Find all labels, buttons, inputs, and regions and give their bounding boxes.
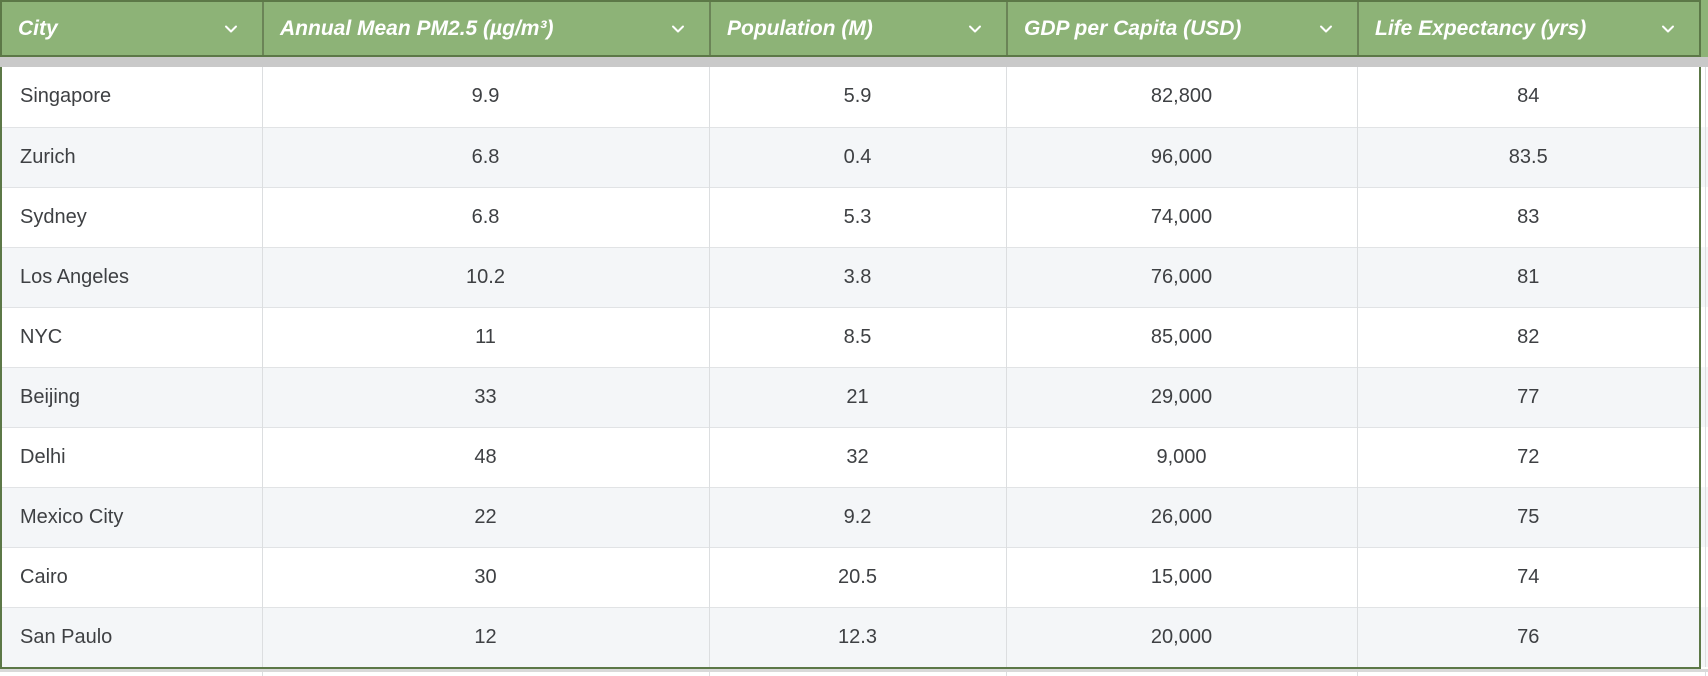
header-right-sliver [1701,0,1708,57]
cell-gdp[interactable]: 82,800 [1005,67,1357,127]
cell-pm25[interactable]: 33 [261,366,709,427]
next-table-partial [0,672,1708,676]
table-row: Mexico City 22 9.2 26,000 75 [2,486,1699,547]
cell-pm25[interactable]: 48 [261,426,709,487]
cell-life[interactable]: 83 [1356,186,1699,247]
header-label-gdp: GDP per Capita (USD) [1024,16,1242,40]
cell-city[interactable]: Los Angeles [2,246,262,307]
cell-population[interactable]: 32 [708,426,1006,487]
table-row: San Paulo 12 12.3 20,000 76 [2,606,1699,667]
chevron-down-icon[interactable] [1315,18,1337,40]
data-table: Singapore 9.9 5.9 82,800 84 Zurich 6.8 0… [2,67,1699,667]
table-bottom-gap [0,669,1708,672]
cell-gdp[interactable]: 15,000 [1005,546,1357,607]
table-row: Singapore 9.9 5.9 82,800 84 [2,67,1699,127]
table-header-row: City Annual Mean PM2.5 (µg/m³) Populatio… [0,0,1701,57]
cell-pm25[interactable]: 11 [261,306,709,367]
cell-life[interactable]: 77 [1356,366,1699,427]
cell-gdp[interactable]: 74,000 [1005,186,1357,247]
cell-population[interactable]: 9.2 [708,486,1006,547]
cell-city[interactable]: San Paulo [2,606,262,667]
header-cell-gdp[interactable]: GDP per Capita (USD) [1006,2,1357,55]
cell-city[interactable]: Beijing [2,366,262,427]
divider [1357,672,1358,676]
cell-pm25[interactable]: 9.9 [261,67,709,127]
cell-gdp[interactable]: 29,000 [1005,366,1357,427]
cell-city[interactable]: Delhi [2,426,262,487]
cell-gdp[interactable]: 76,000 [1005,246,1357,307]
cell-population[interactable]: 21 [708,366,1006,427]
header-label-city: City [18,16,58,40]
cell-city[interactable]: Sydney [2,186,262,247]
cell-pm25[interactable]: 30 [261,546,709,607]
divider [1006,672,1007,676]
chevron-down-icon[interactable] [220,18,242,40]
header-cell-population[interactable]: Population (M) [709,2,1006,55]
cell-life[interactable]: 74 [1356,546,1699,607]
header-cell-life-expectancy[interactable]: Life Expectancy (yrs) [1357,2,1699,55]
cell-population[interactable]: 12.3 [708,606,1006,667]
cell-gdp[interactable]: 26,000 [1005,486,1357,547]
cell-gdp[interactable]: 85,000 [1005,306,1357,367]
chevron-down-icon[interactable] [1657,18,1679,40]
cell-life[interactable]: 83.5 [1356,126,1699,187]
chevron-down-icon[interactable] [964,18,986,40]
cell-city[interactable]: Zurich [2,126,262,187]
cell-pm25[interactable]: 6.8 [261,126,709,187]
cell-population[interactable]: 5.3 [708,186,1006,247]
cell-life[interactable]: 72 [1356,426,1699,487]
cell-city[interactable]: Cairo [2,546,262,607]
cell-population[interactable]: 5.9 [708,67,1006,127]
header-label-pm25: Annual Mean PM2.5 (µg/m³) [280,16,554,40]
cell-pm25[interactable]: 10.2 [261,246,709,307]
header-label-population: Population (M) [727,16,873,40]
chevron-down-icon[interactable] [667,18,689,40]
table-row: Los Angeles 10.2 3.8 76,000 81 [2,246,1699,307]
header-cell-city[interactable]: City [2,2,262,55]
divider [262,672,263,676]
cell-gdp[interactable]: 9,000 [1005,426,1357,487]
cell-population[interactable]: 0.4 [708,126,1006,187]
divider [1705,67,1706,667]
table-row: Sydney 6.8 5.3 74,000 83 [2,186,1699,247]
divider [709,672,710,676]
cell-gdp[interactable]: 20,000 [1005,606,1357,667]
cell-life[interactable]: 75 [1356,486,1699,547]
table-row: Beijing 33 21 29,000 77 [2,366,1699,427]
body-right-sliver [1701,67,1708,667]
table-body: Singapore 9.9 5.9 82,800 84 Zurich 6.8 0… [0,67,1701,669]
cell-pm25[interactable]: 22 [261,486,709,547]
header-body-gap [0,57,1708,67]
cell-pm25[interactable]: 12 [261,606,709,667]
table-row: Cairo 30 20.5 15,000 74 [2,546,1699,607]
cell-life[interactable]: 76 [1356,606,1699,667]
cell-city[interactable]: Mexico City [2,486,262,547]
cell-life[interactable]: 82 [1356,306,1699,367]
table-row: Delhi 48 32 9,000 72 [2,426,1699,487]
cell-life[interactable]: 81 [1356,246,1699,307]
cell-life[interactable]: 84 [1356,67,1699,127]
header-label-life-expectancy: Life Expectancy (yrs) [1375,16,1587,40]
cell-pm25[interactable]: 6.8 [261,186,709,247]
cell-population[interactable]: 20.5 [708,546,1006,607]
cell-population[interactable]: 8.5 [708,306,1006,367]
cell-city[interactable]: Singapore [20,85,112,108]
header-cell-pm25[interactable]: Annual Mean PM2.5 (µg/m³) [262,2,709,55]
cell-city[interactable]: NYC [2,306,262,367]
table-row: Zurich 6.8 0.4 96,000 83.5 [2,126,1699,187]
divider [1705,672,1706,676]
cell-gdp[interactable]: 96,000 [1005,126,1357,187]
table-row: NYC 11 8.5 85,000 82 [2,306,1699,367]
cell-population[interactable]: 3.8 [708,246,1006,307]
